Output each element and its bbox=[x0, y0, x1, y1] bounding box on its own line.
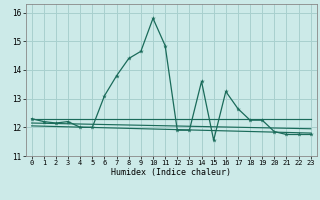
X-axis label: Humidex (Indice chaleur): Humidex (Indice chaleur) bbox=[111, 168, 231, 177]
